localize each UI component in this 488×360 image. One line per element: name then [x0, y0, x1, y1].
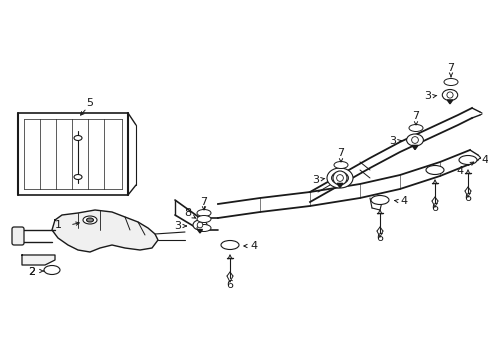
Polygon shape	[447, 100, 452, 104]
Ellipse shape	[425, 166, 443, 175]
Ellipse shape	[326, 168, 352, 188]
Ellipse shape	[197, 225, 210, 231]
Circle shape	[197, 222, 203, 228]
Ellipse shape	[74, 175, 82, 180]
Ellipse shape	[408, 125, 422, 131]
Text: 6: 6	[464, 193, 470, 203]
Ellipse shape	[441, 90, 457, 100]
Text: 3: 3	[389, 136, 396, 146]
Text: 1: 1	[54, 220, 61, 230]
Ellipse shape	[197, 216, 210, 222]
Polygon shape	[197, 230, 202, 233]
Ellipse shape	[333, 162, 347, 168]
Ellipse shape	[83, 216, 97, 224]
Polygon shape	[336, 183, 342, 188]
Polygon shape	[22, 255, 55, 265]
Text: 3: 3	[174, 221, 181, 231]
Ellipse shape	[86, 218, 93, 222]
Text: 4: 4	[250, 241, 257, 251]
Ellipse shape	[458, 156, 476, 165]
Ellipse shape	[406, 134, 423, 146]
Text: 3: 3	[312, 175, 319, 185]
Text: 4: 4	[455, 166, 463, 176]
Text: 7: 7	[337, 148, 344, 158]
Text: 4: 4	[400, 196, 407, 206]
Text: 3: 3	[424, 91, 430, 101]
Ellipse shape	[74, 135, 82, 140]
Circle shape	[332, 171, 346, 185]
Circle shape	[411, 137, 418, 143]
Text: 7: 7	[411, 111, 419, 121]
Polygon shape	[52, 210, 158, 252]
Ellipse shape	[44, 266, 60, 274]
Text: 6: 6	[376, 233, 383, 243]
Text: 2: 2	[28, 267, 36, 277]
Text: 6: 6	[226, 280, 233, 290]
Text: 6: 6	[430, 203, 438, 213]
Ellipse shape	[197, 210, 210, 216]
Polygon shape	[411, 145, 417, 150]
Ellipse shape	[370, 195, 388, 204]
Ellipse shape	[221, 240, 239, 249]
FancyBboxPatch shape	[12, 227, 24, 245]
Ellipse shape	[331, 172, 347, 184]
Text: 8: 8	[184, 208, 191, 218]
Ellipse shape	[443, 78, 457, 86]
Text: 7: 7	[447, 63, 454, 73]
Circle shape	[336, 175, 343, 181]
Text: 2: 2	[28, 267, 36, 277]
Text: 7: 7	[200, 197, 207, 207]
Ellipse shape	[193, 220, 206, 230]
Text: 4: 4	[480, 155, 487, 165]
Text: 5: 5	[86, 98, 93, 108]
Circle shape	[446, 92, 452, 98]
